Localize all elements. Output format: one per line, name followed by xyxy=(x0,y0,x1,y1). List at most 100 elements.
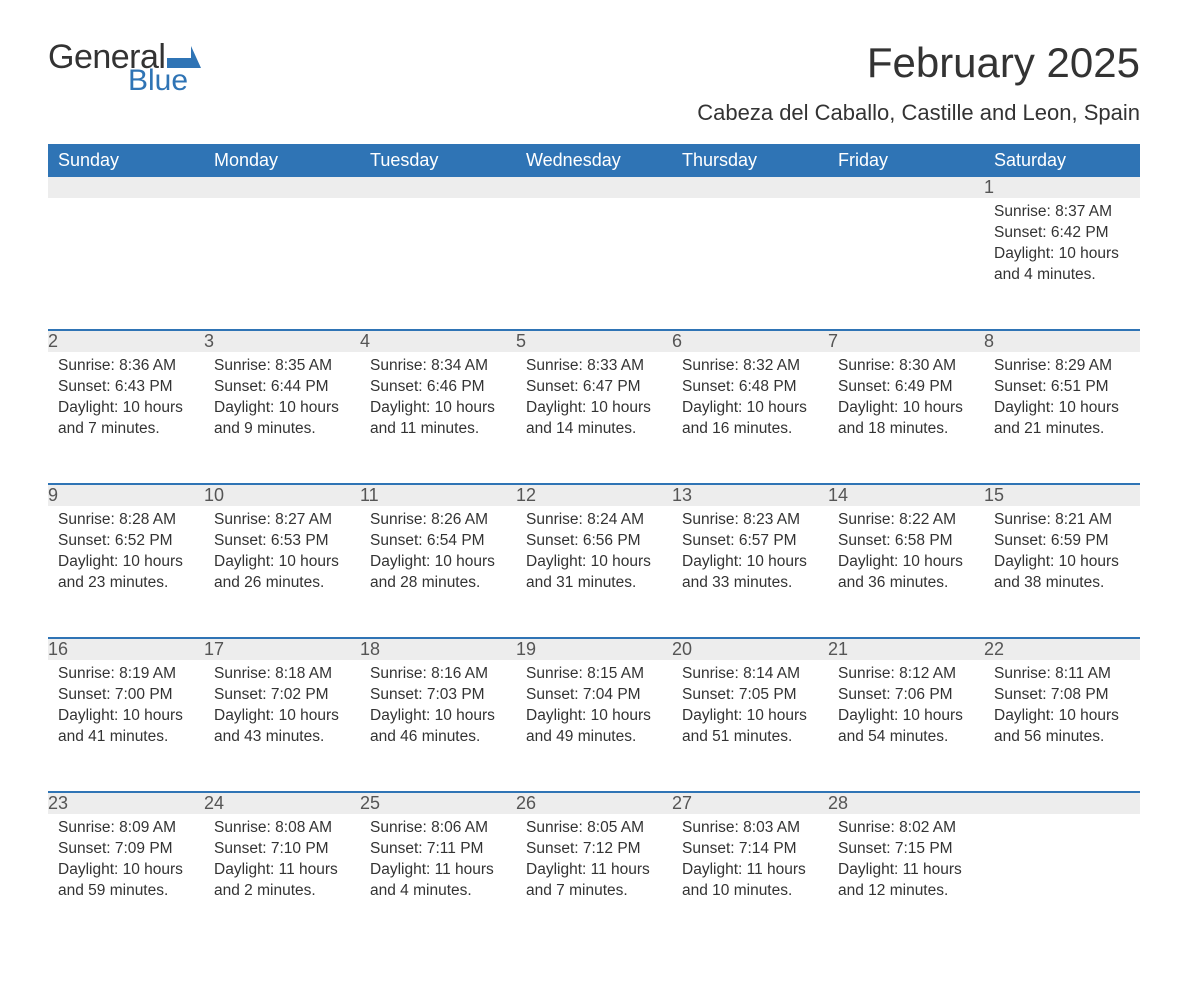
sunset-text: Sunset: 7:10 PM xyxy=(214,839,350,860)
day-cell: Sunrise: 8:35 AMSunset: 6:44 PMDaylight:… xyxy=(204,352,360,484)
day-cell-empty xyxy=(360,198,516,330)
daylight-text: Daylight: 10 hours and 4 minutes. xyxy=(994,244,1130,286)
day-cell-empty xyxy=(828,198,984,330)
daynum: 15 xyxy=(984,484,1140,506)
sunrise-text: Sunrise: 8:15 AM xyxy=(526,664,662,685)
sunrise-text: Sunrise: 8:05 AM xyxy=(526,818,662,839)
sunrise-text: Sunrise: 8:29 AM xyxy=(994,356,1130,377)
daylight-text: Daylight: 10 hours and 36 minutes. xyxy=(838,552,974,594)
sunset-text: Sunset: 6:56 PM xyxy=(526,531,662,552)
daynum-row: 16171819202122 xyxy=(48,638,1140,660)
sunrise-text: Sunrise: 8:33 AM xyxy=(526,356,662,377)
day-info: Sunrise: 8:16 AMSunset: 7:03 PMDaylight:… xyxy=(360,660,516,748)
sunrise-text: Sunrise: 8:11 AM xyxy=(994,664,1130,685)
daylight-text: Daylight: 11 hours and 7 minutes. xyxy=(526,860,662,902)
daynum: 11 xyxy=(360,484,516,506)
sunrise-text: Sunrise: 8:03 AM xyxy=(682,818,818,839)
day-info: Sunrise: 8:02 AMSunset: 7:15 PMDaylight:… xyxy=(828,814,984,902)
day-info: Sunrise: 8:36 AMSunset: 6:43 PMDaylight:… xyxy=(48,352,204,440)
weekday-header: Sunday xyxy=(48,144,204,177)
day-cell-empty xyxy=(516,198,672,330)
daylight-text: Daylight: 10 hours and 54 minutes. xyxy=(838,706,974,748)
daylight-text: Daylight: 10 hours and 41 minutes. xyxy=(58,706,194,748)
day-cell: Sunrise: 8:34 AMSunset: 6:46 PMDaylight:… xyxy=(360,352,516,484)
day-info: Sunrise: 8:26 AMSunset: 6:54 PMDaylight:… xyxy=(360,506,516,594)
sunset-text: Sunset: 7:14 PM xyxy=(682,839,818,860)
daylight-text: Daylight: 10 hours and 9 minutes. xyxy=(214,398,350,440)
daynum: 12 xyxy=(516,484,672,506)
day-cell: Sunrise: 8:36 AMSunset: 6:43 PMDaylight:… xyxy=(48,352,204,484)
sunset-text: Sunset: 6:54 PM xyxy=(370,531,506,552)
day-info: Sunrise: 8:15 AMSunset: 7:04 PMDaylight:… xyxy=(516,660,672,748)
sunset-text: Sunset: 7:06 PM xyxy=(838,685,974,706)
daylight-text: Daylight: 10 hours and 49 minutes. xyxy=(526,706,662,748)
daylight-text: Daylight: 10 hours and 46 minutes. xyxy=(370,706,506,748)
daynum: 22 xyxy=(984,638,1140,660)
sunset-text: Sunset: 6:52 PM xyxy=(58,531,194,552)
day-cell-empty xyxy=(672,198,828,330)
sunrise-text: Sunrise: 8:23 AM xyxy=(682,510,818,531)
day-cell: Sunrise: 8:14 AMSunset: 7:05 PMDaylight:… xyxy=(672,660,828,792)
sunset-text: Sunset: 7:00 PM xyxy=(58,685,194,706)
daynum-empty xyxy=(360,177,516,198)
sunset-text: Sunset: 7:15 PM xyxy=(838,839,974,860)
sunrise-text: Sunrise: 8:34 AM xyxy=(370,356,506,377)
day-cell: Sunrise: 8:23 AMSunset: 6:57 PMDaylight:… xyxy=(672,506,828,638)
sunset-text: Sunset: 6:53 PM xyxy=(214,531,350,552)
day-cell: Sunrise: 8:37 AMSunset: 6:42 PMDaylight:… xyxy=(984,198,1140,330)
sunset-text: Sunset: 6:57 PM xyxy=(682,531,818,552)
day-cell: Sunrise: 8:28 AMSunset: 6:52 PMDaylight:… xyxy=(48,506,204,638)
sunset-text: Sunset: 6:59 PM xyxy=(994,531,1130,552)
sunrise-text: Sunrise: 8:32 AM xyxy=(682,356,818,377)
daynum: 9 xyxy=(48,484,204,506)
sunset-text: Sunset: 7:08 PM xyxy=(994,685,1130,706)
daynum: 19 xyxy=(516,638,672,660)
sunrise-text: Sunrise: 8:28 AM xyxy=(58,510,194,531)
calendar-body: 1Sunrise: 8:37 AMSunset: 6:42 PMDaylight… xyxy=(48,177,1140,946)
daynum: 6 xyxy=(672,330,828,352)
weekday-header: Monday xyxy=(204,144,360,177)
day-cell: Sunrise: 8:18 AMSunset: 7:02 PMDaylight:… xyxy=(204,660,360,792)
daynum: 13 xyxy=(672,484,828,506)
day-cell: Sunrise: 8:27 AMSunset: 6:53 PMDaylight:… xyxy=(204,506,360,638)
daylight-text: Daylight: 10 hours and 28 minutes. xyxy=(370,552,506,594)
daylight-text: Daylight: 11 hours and 2 minutes. xyxy=(214,860,350,902)
day-info: Sunrise: 8:30 AMSunset: 6:49 PMDaylight:… xyxy=(828,352,984,440)
daynum: 21 xyxy=(828,638,984,660)
sunset-text: Sunset: 7:02 PM xyxy=(214,685,350,706)
daynum: 23 xyxy=(48,792,204,814)
daynum: 18 xyxy=(360,638,516,660)
day-info: Sunrise: 8:24 AMSunset: 6:56 PMDaylight:… xyxy=(516,506,672,594)
day-info: Sunrise: 8:37 AMSunset: 6:42 PMDaylight:… xyxy=(984,198,1140,286)
sunset-text: Sunset: 6:43 PM xyxy=(58,377,194,398)
daylight-text: Daylight: 10 hours and 33 minutes. xyxy=(682,552,818,594)
daylight-text: Daylight: 11 hours and 12 minutes. xyxy=(838,860,974,902)
day-cell: Sunrise: 8:15 AMSunset: 7:04 PMDaylight:… xyxy=(516,660,672,792)
day-cell: Sunrise: 8:29 AMSunset: 6:51 PMDaylight:… xyxy=(984,352,1140,484)
sunrise-text: Sunrise: 8:26 AM xyxy=(370,510,506,531)
daynum-empty xyxy=(204,177,360,198)
weekday-header: Tuesday xyxy=(360,144,516,177)
daylight-text: Daylight: 10 hours and 31 minutes. xyxy=(526,552,662,594)
weekday-header: Saturday xyxy=(984,144,1140,177)
day-cell: Sunrise: 8:22 AMSunset: 6:58 PMDaylight:… xyxy=(828,506,984,638)
day-info: Sunrise: 8:35 AMSunset: 6:44 PMDaylight:… xyxy=(204,352,360,440)
daylight-text: Daylight: 11 hours and 10 minutes. xyxy=(682,860,818,902)
day-cell: Sunrise: 8:16 AMSunset: 7:03 PMDaylight:… xyxy=(360,660,516,792)
brand-logo: General Blue xyxy=(48,40,201,96)
day-info: Sunrise: 8:08 AMSunset: 7:10 PMDaylight:… xyxy=(204,814,360,902)
sunset-text: Sunset: 7:05 PM xyxy=(682,685,818,706)
daynum: 2 xyxy=(48,330,204,352)
daynum-empty xyxy=(516,177,672,198)
daynum: 16 xyxy=(48,638,204,660)
daynum: 17 xyxy=(204,638,360,660)
daynum-row: 232425262728 xyxy=(48,792,1140,814)
sunrise-text: Sunrise: 8:21 AM xyxy=(994,510,1130,531)
info-row: Sunrise: 8:09 AMSunset: 7:09 PMDaylight:… xyxy=(48,814,1140,946)
sunrise-text: Sunrise: 8:02 AM xyxy=(838,818,974,839)
day-info: Sunrise: 8:14 AMSunset: 7:05 PMDaylight:… xyxy=(672,660,828,748)
daynum: 3 xyxy=(204,330,360,352)
day-cell: Sunrise: 8:11 AMSunset: 7:08 PMDaylight:… xyxy=(984,660,1140,792)
sunset-text: Sunset: 6:49 PM xyxy=(838,377,974,398)
sunset-text: Sunset: 7:09 PM xyxy=(58,839,194,860)
